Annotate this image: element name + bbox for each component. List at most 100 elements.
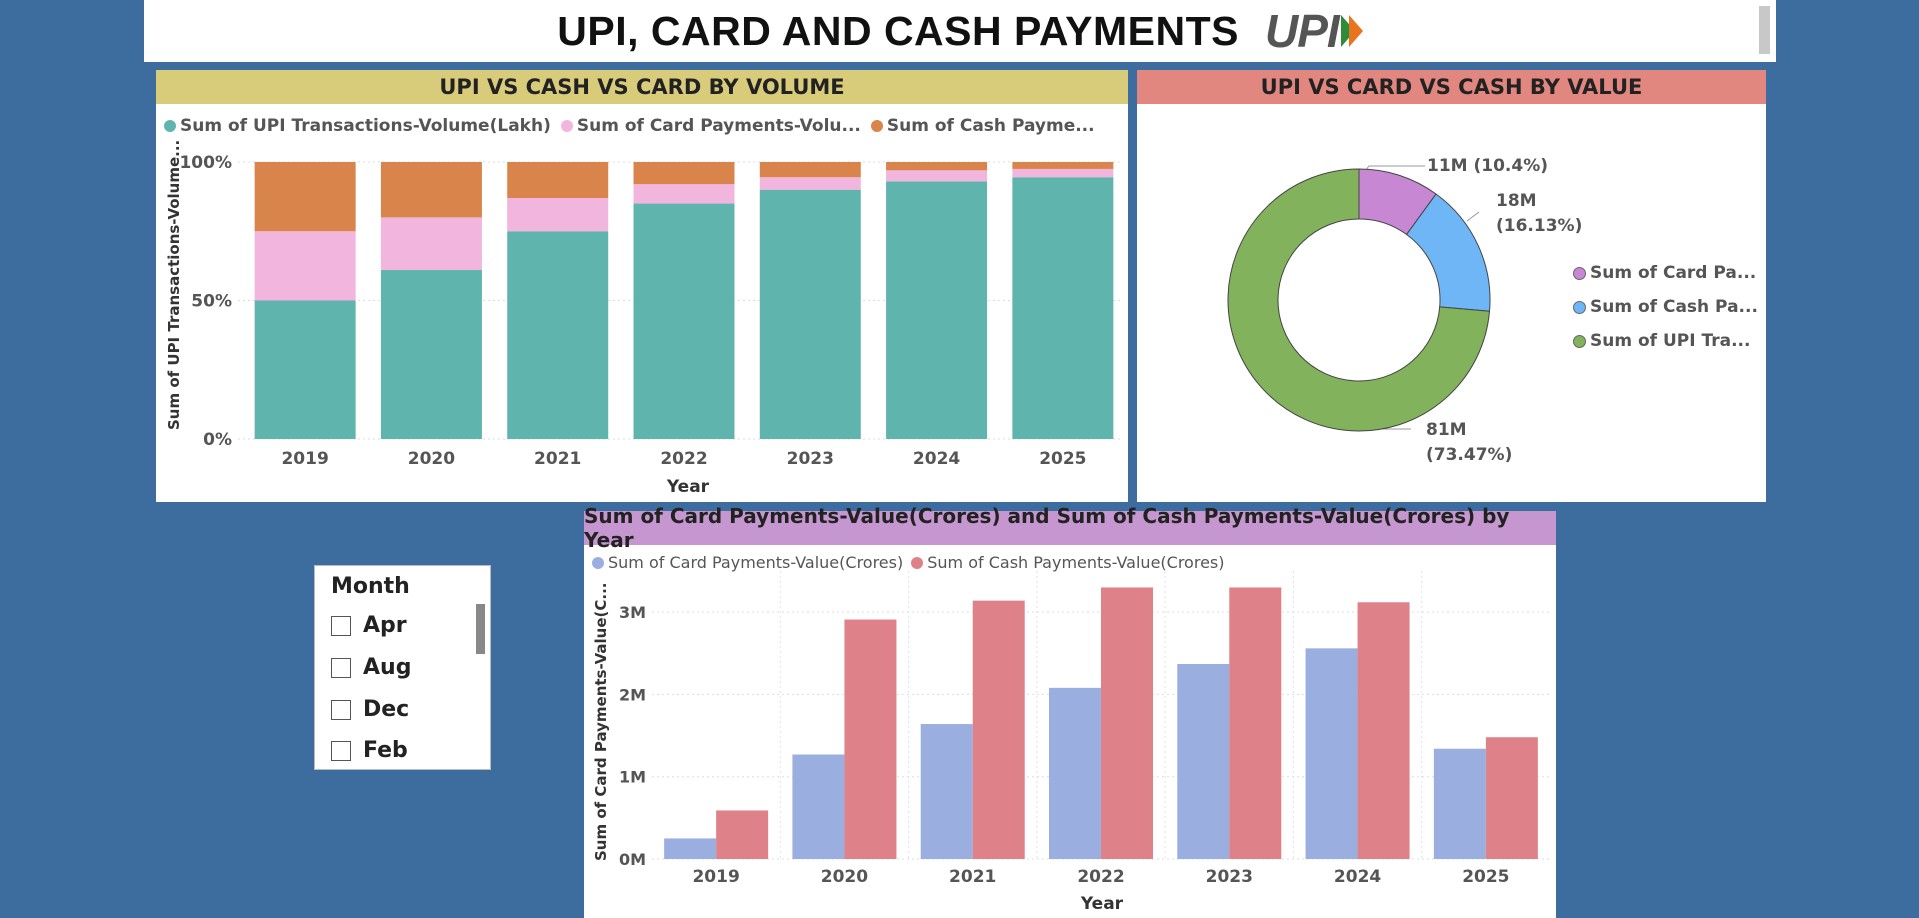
- upi-logo-text: UPI: [1265, 5, 1340, 57]
- slicer-scrollbar[interactable]: [476, 604, 485, 654]
- volume-bar-segment: [633, 162, 735, 185]
- slicer-item-feb[interactable]: Feb: [331, 738, 408, 763]
- y-tick-label: 50%: [191, 292, 232, 312]
- volume-bar-segment: [254, 231, 356, 301]
- x-tick-label: 2025: [1462, 867, 1509, 887]
- slicer-item-label: Apr: [363, 613, 407, 638]
- x-tick-label: 2021: [949, 867, 996, 887]
- upi-data-label-percent: (73.47%): [1426, 445, 1512, 465]
- slicer-item-apr[interactable]: Apr: [331, 613, 407, 638]
- header-scrollbar[interactable]: [1759, 6, 1770, 54]
- value-chart-title: UPI VS CARD VS CASH BY VALUE: [1137, 70, 1766, 104]
- cash-value-bar: [1101, 587, 1153, 859]
- x-tick-label: 2022: [660, 449, 707, 469]
- card-cash-clustered-bar-chart: Sum of Card Payments-Value(C... Year 0M 1…: [592, 571, 1550, 914]
- x-tick-label: 2023: [787, 449, 834, 469]
- legend-item-card-volume[interactable]: Sum of Card Payments-Volu...: [560, 116, 861, 136]
- cash-value-bar: [972, 600, 1025, 859]
- cash-leader-line: [1466, 211, 1480, 222]
- volume-bar-segment: [759, 189, 861, 439]
- legend-label: Sum of UPI Transactions-Volume(Lakh): [180, 116, 551, 136]
- volume-bar-segment: [886, 170, 988, 182]
- dashboard-header: UPI, CARD AND CASH PAYMENTS UPI: [144, 0, 1776, 62]
- x-tick-label: 2022: [1077, 867, 1124, 887]
- slicer-item-aug[interactable]: Aug: [331, 655, 411, 680]
- volume-bar-segment: [759, 177, 861, 190]
- slicer-item-label: Dec: [363, 697, 410, 722]
- donut-slice: [1227, 168, 1491, 432]
- legend-label: Sum of UPI Tra...: [1590, 331, 1751, 351]
- legend-label: Sum of Card Pa...: [1590, 263, 1757, 283]
- volume-chart-panel: UPI VS CASH VS CARD BY VOLUME Sum of UPI…: [156, 70, 1128, 502]
- x-tick-label: 2024: [913, 449, 960, 469]
- legend-dot-upi: [1573, 334, 1586, 348]
- card-value-bar: [1433, 748, 1486, 859]
- y-tick-label: 3M: [619, 603, 646, 622]
- volume-bar-segment: [1012, 168, 1114, 178]
- volume-bar-segment: [1012, 162, 1114, 169]
- x-tick-label: 2024: [1334, 867, 1381, 887]
- volume-y-axis-title: Sum of UPI Transactions-Volume...: [165, 140, 183, 430]
- legend-item-cash-volume[interactable]: Sum of Cash Payme...: [870, 116, 1095, 136]
- slicer-title: Month: [331, 574, 410, 599]
- card-cash-value-panel: Sum of Card Payments-Value(Crores) and S…: [584, 504, 1556, 918]
- legend-item-upi-volume[interactable]: Sum of UPI Transactions-Volume(Lakh): [164, 116, 551, 136]
- value-donut-panel: UPI VS CARD VS CASH BY VALUE 11M (10.4%)…: [1137, 70, 1766, 502]
- legend-label: Sum of Card Payments-Volu...: [576, 116, 861, 136]
- cash-value-bar: [844, 619, 897, 859]
- legend-item-cash-value-crores[interactable]: Sum of Cash Payments-Value(Crores): [911, 553, 1224, 572]
- dashboard-title: UPI, CARD AND CASH PAYMENTS: [557, 7, 1240, 54]
- volume-bar-segment: [380, 162, 482, 218]
- checkbox[interactable]: [331, 699, 351, 720]
- card-cash-legend: Sum of Card Payments-Value(Crores) Sum o…: [592, 553, 1234, 572]
- cash-value-bar: [1485, 737, 1538, 859]
- legend-item-cash-value[interactable]: Sum of Cash Pa...: [1573, 290, 1758, 324]
- cash-data-label-percent: (16.13%): [1496, 216, 1582, 236]
- volume-legend: Sum of UPI Transactions-Volume(Lakh) Sum…: [164, 116, 1105, 136]
- legend-item-card-value[interactable]: Sum of Card Pa...: [1573, 256, 1758, 290]
- card-value-bar: [920, 724, 973, 859]
- x-tick-label: 2023: [1206, 867, 1253, 887]
- volume-bar-segment: [633, 203, 735, 439]
- legend-item-card-value-crores[interactable]: Sum of Card Payments-Value(Crores): [592, 553, 903, 572]
- card-cash-y-axis-title: Sum of Card Payments-Value(C...: [592, 583, 610, 861]
- y-tick-label: 0%: [203, 430, 232, 450]
- checkbox[interactable]: [331, 615, 351, 636]
- cash-value-bar: [1229, 587, 1282, 859]
- volume-bar-segment: [886, 162, 988, 171]
- card-value-bar: [664, 838, 717, 859]
- volume-bar-segment: [507, 231, 609, 439]
- cash-value-bar: [716, 810, 769, 859]
- legend-dot-upi: [164, 120, 176, 132]
- slicer-item-label: Feb: [363, 738, 408, 763]
- month-slicer: Month Apr Aug Dec Feb: [314, 565, 491, 770]
- x-tick-label: 2021: [534, 449, 581, 469]
- card-value-bar: [1177, 663, 1230, 859]
- upi-logo: UPI: [1265, 4, 1363, 58]
- y-tick-label: 100%: [179, 153, 232, 173]
- checkbox[interactable]: [331, 740, 351, 761]
- volume-bar-segment: [380, 217, 482, 271]
- volume-bar-segment: [507, 198, 609, 232]
- card-value-bar: [792, 754, 845, 859]
- volume-bar-segment: [886, 181, 988, 439]
- y-tick-label: 0M: [619, 850, 646, 869]
- legend-dot-card: [592, 556, 604, 569]
- legend-dot-card: [560, 120, 573, 132]
- legend-dot-card: [1573, 266, 1586, 280]
- checkbox[interactable]: [331, 657, 351, 678]
- card-value-bar: [1305, 648, 1358, 859]
- y-tick-label: 1M: [619, 768, 646, 787]
- slicer-item-label: Aug: [363, 655, 412, 680]
- legend-item-upi-value[interactable]: Sum of UPI Tra...: [1573, 324, 1758, 358]
- slicer-item-dec[interactable]: Dec: [331, 697, 409, 722]
- legend-label: Sum of Cash Pa...: [1590, 297, 1758, 317]
- x-tick-label: 2025: [1039, 449, 1086, 469]
- x-tick-label: 2020: [408, 449, 455, 469]
- volume-bar-segment: [759, 162, 861, 178]
- volume-x-axis-title: Year: [666, 477, 710, 497]
- volume-bar-segment: [254, 162, 356, 232]
- volume-bar-segment: [633, 184, 735, 204]
- donut-legend: Sum of Card Pa... Sum of Cash Pa... Sum …: [1573, 256, 1768, 358]
- legend-dot-cash: [911, 556, 924, 569]
